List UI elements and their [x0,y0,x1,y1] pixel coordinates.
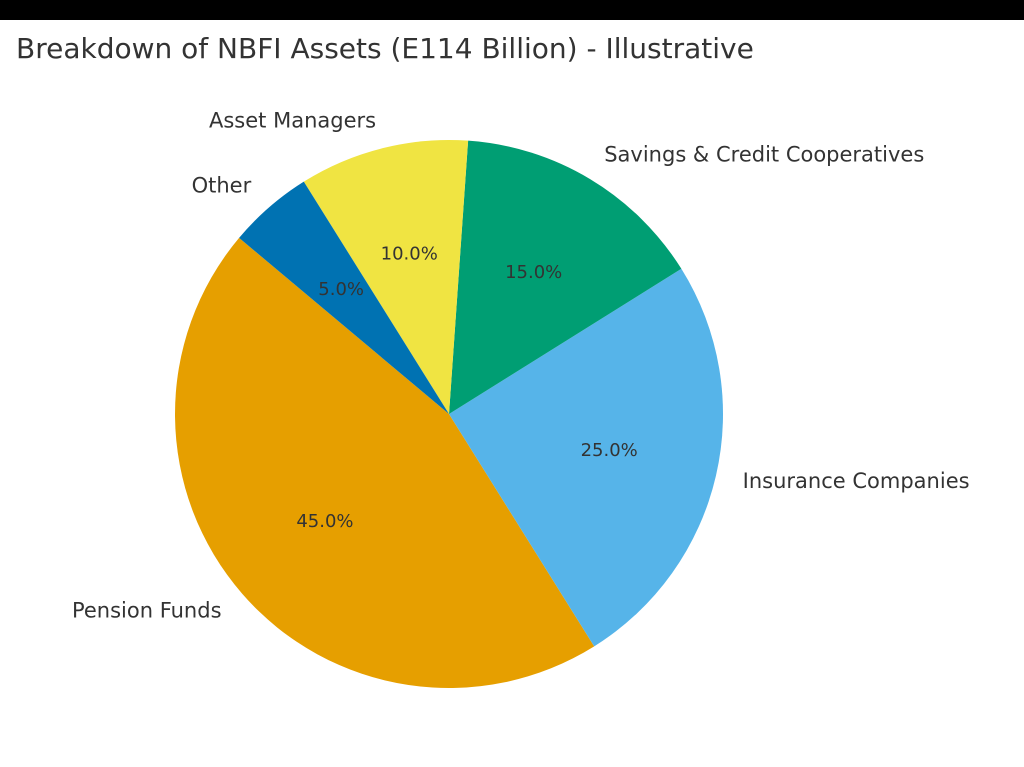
pie-slice [239,181,449,414]
slice-percent: 45.0% [296,511,353,532]
slice-percent: 25.0% [581,440,638,461]
pie-slice [303,140,469,414]
pie-slice [449,140,682,414]
slice-label: Pension Funds [72,599,222,623]
slice-label: Asset Managers [209,109,376,133]
slice-label: Savings & Credit Cooperatives [604,143,924,167]
slice-label: Other [192,174,252,198]
slice-label: Insurance Companies [743,469,970,493]
top-bar [0,0,1024,20]
pie-slice [449,268,723,647]
slice-percent: 10.0% [381,243,438,264]
slice-percent: 5.0% [318,279,364,300]
slice-percent: 15.0% [505,262,562,283]
pie-slice [175,237,595,688]
chart-title: Breakdown of NBFI Assets (E114 Billion) … [16,32,754,65]
